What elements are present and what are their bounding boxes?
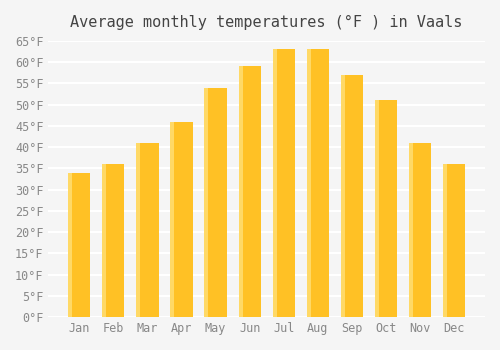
Bar	[68, 173, 90, 317]
Bar	[136, 143, 158, 317]
Bar	[272, 49, 295, 317]
Bar	[68, 173, 72, 317]
Bar	[136, 143, 140, 317]
Bar	[375, 100, 379, 317]
Bar	[204, 88, 227, 317]
Bar	[272, 49, 276, 317]
Bar	[341, 75, 345, 317]
Bar	[238, 66, 242, 317]
Bar	[102, 164, 124, 317]
Bar	[170, 122, 192, 317]
Bar	[170, 122, 174, 317]
Title: Average monthly temperatures (°F ) in Vaals: Average monthly temperatures (°F ) in Va…	[70, 15, 463, 30]
Bar	[204, 88, 208, 317]
Bar	[341, 75, 363, 317]
Bar	[238, 66, 260, 317]
Bar	[409, 143, 431, 317]
Bar	[306, 49, 310, 317]
Bar	[306, 49, 329, 317]
Bar	[443, 164, 465, 317]
Bar	[375, 100, 397, 317]
Bar	[443, 164, 447, 317]
Bar	[102, 164, 106, 317]
Bar	[409, 143, 413, 317]
